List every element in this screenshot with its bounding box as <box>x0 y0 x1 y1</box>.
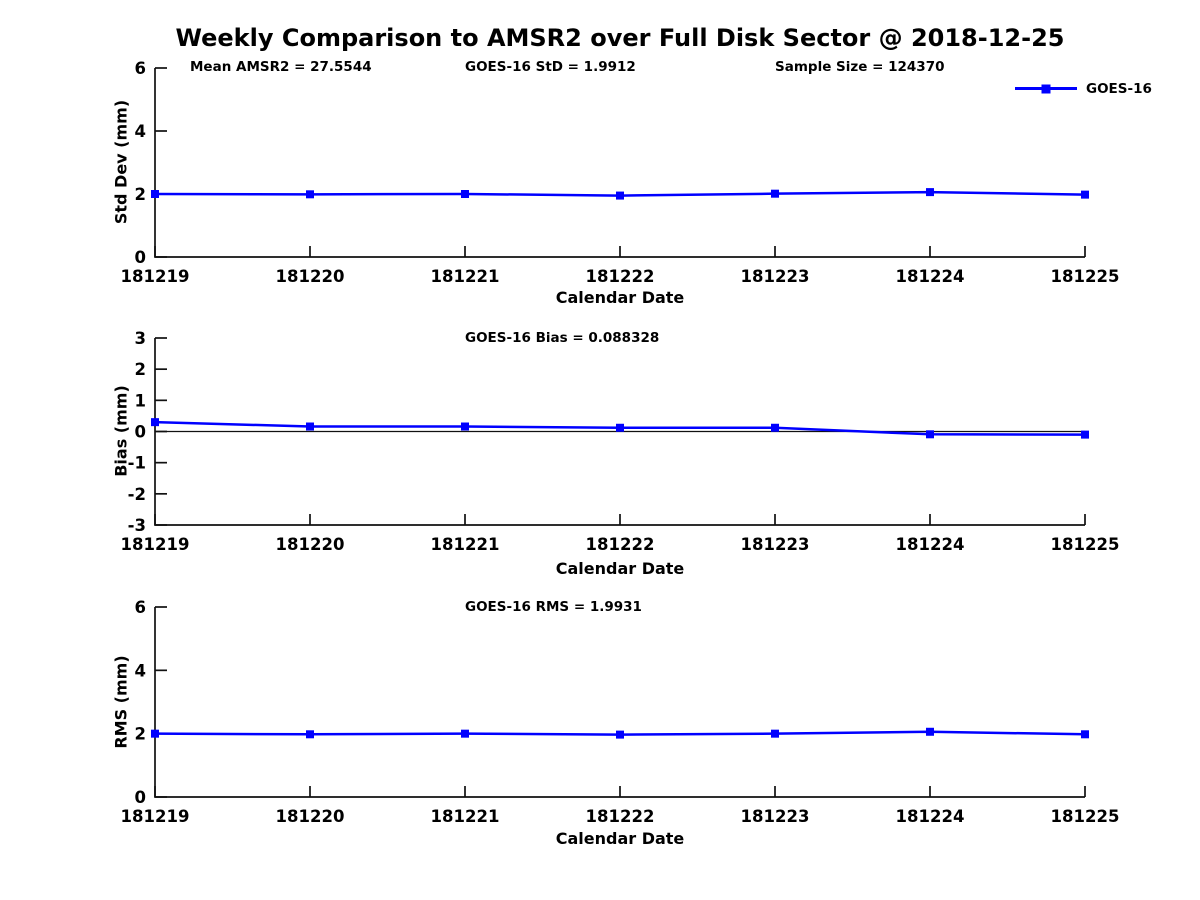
x-tick-label: 181225 <box>1051 267 1120 286</box>
data-point-marker <box>151 190 159 198</box>
x-tick-label: 181219 <box>121 807 190 826</box>
data-point-marker <box>616 423 624 432</box>
x-tick-label: 181224 <box>896 267 965 286</box>
data-point-marker <box>306 422 314 431</box>
data-point-marker <box>151 729 159 738</box>
y-tick-label: 6 <box>135 598 146 617</box>
annotation-sample-size: Sample Size = 124370 <box>775 59 945 75</box>
legend: GOES-16 <box>1015 80 1152 97</box>
legend-line-sample <box>1015 84 1077 93</box>
y-tick-label: 3 <box>135 329 146 348</box>
data-point-marker <box>771 423 779 432</box>
y-tick-label: 4 <box>135 661 146 680</box>
x-tick-label: 181222 <box>586 535 655 554</box>
data-point-marker <box>616 191 624 200</box>
data-point-marker <box>926 430 934 439</box>
x-tick-label: 181220 <box>276 535 345 554</box>
data-point-marker <box>926 188 934 197</box>
data-point-marker <box>306 190 314 199</box>
x-tick-label: 181219 <box>121 535 190 554</box>
x-tick-label: 181224 <box>896 535 965 554</box>
data-point-marker <box>1081 190 1089 199</box>
data-point-marker <box>1081 730 1089 739</box>
y-tick-label: 6 <box>135 59 146 78</box>
legend-label: GOES-16 <box>1086 80 1152 97</box>
bias-x-axis-label: Calendar Date <box>555 559 685 578</box>
data-point-marker <box>616 730 624 739</box>
y-tick-label: 2 <box>135 725 146 744</box>
data-point-marker <box>306 730 314 739</box>
y-tick-label: -1 <box>128 454 146 473</box>
annotation-goes16-bias: GOES-16 Bias = 0.088328 <box>465 330 660 346</box>
x-tick-label: 181221 <box>431 535 500 554</box>
x-tick-label: 181223 <box>741 267 810 286</box>
rms-x-axis-label: Calendar Date <box>555 829 685 848</box>
x-tick-label: 181223 <box>741 807 810 826</box>
x-tick-label: 181221 <box>431 807 500 826</box>
y-tick-label: -2 <box>128 485 146 504</box>
x-tick-label: 181221 <box>431 267 500 286</box>
y-tick-label: 1 <box>135 391 146 410</box>
x-tick-label: 181224 <box>896 807 965 826</box>
data-point-marker <box>461 729 469 738</box>
x-tick-label: 181220 <box>276 267 345 286</box>
y-tick-label: 0 <box>135 248 146 267</box>
y-tick-label: 4 <box>135 122 146 141</box>
data-point-marker <box>1081 430 1089 439</box>
std-dev-subplot: 0 2 4 6 181219 181220 181221 181222 181223 181224… <box>121 59 1120 286</box>
bias-subplot: -3 -2 -1 0 1 2 3 181219 181220 181221 181222 181223… <box>121 329 1120 554</box>
data-point-marker <box>926 727 934 736</box>
data-point-marker <box>771 189 779 198</box>
data-point-marker <box>771 729 779 738</box>
stddev-x-axis-label: Calendar Date <box>555 288 685 307</box>
y-tick-label: 0 <box>135 788 146 807</box>
data-point-marker <box>461 422 469 431</box>
y-tick-label: -3 <box>128 516 146 535</box>
x-tick-label: 181225 <box>1051 535 1120 554</box>
x-tick-label: 181220 <box>276 807 345 826</box>
data-point-marker <box>461 190 469 198</box>
y-tick-label: 2 <box>135 185 146 204</box>
annotation-goes16-std: GOES-16 StD = 1.9912 <box>465 59 636 75</box>
annotation-mean-amsr2: Mean AMSR2 = 27.5544 <box>190 59 372 75</box>
rms-subplot: 0 2 4 6 181219 181220 181221 181222 181223 181224… <box>121 598 1120 826</box>
x-tick-label: 181222 <box>586 267 655 286</box>
annotation-goes16-rms: GOES-16 RMS = 1.9931 <box>465 599 642 615</box>
data-point-marker <box>151 418 159 427</box>
y-tick-label: 2 <box>135 360 146 379</box>
x-tick-label: 181219 <box>121 267 190 286</box>
figure-title: Weekly Comparison to AMSR2 over Full Dis… <box>175 24 1065 52</box>
x-tick-label: 181222 <box>586 807 655 826</box>
y-tick-label: 0 <box>135 423 146 442</box>
x-tick-label: 181223 <box>741 535 810 554</box>
x-tick-label: 181225 <box>1051 807 1120 826</box>
legend-square-marker-icon <box>1041 84 1051 93</box>
